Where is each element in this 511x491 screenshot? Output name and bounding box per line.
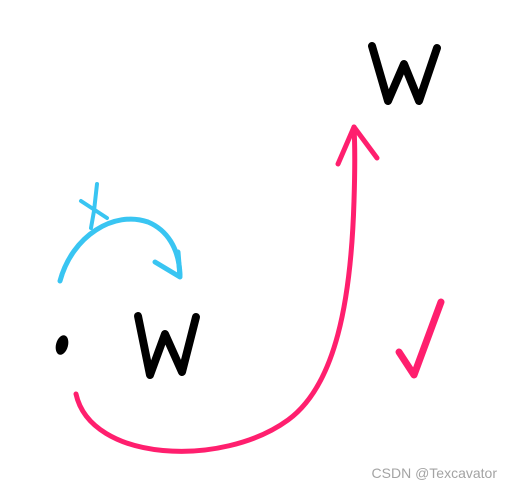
- w-middle-letter: [134, 312, 200, 379]
- blue-x-marker: [79, 182, 109, 230]
- pink-checkmark: [395, 298, 445, 379]
- dot-marker: [55, 335, 69, 355]
- w-top-letter: [368, 42, 441, 105]
- pink-curved-arrow: [73, 124, 380, 454]
- blue-curved-arrow: [57, 216, 183, 284]
- watermark-text: CSDN @Texcavator: [371, 465, 497, 481]
